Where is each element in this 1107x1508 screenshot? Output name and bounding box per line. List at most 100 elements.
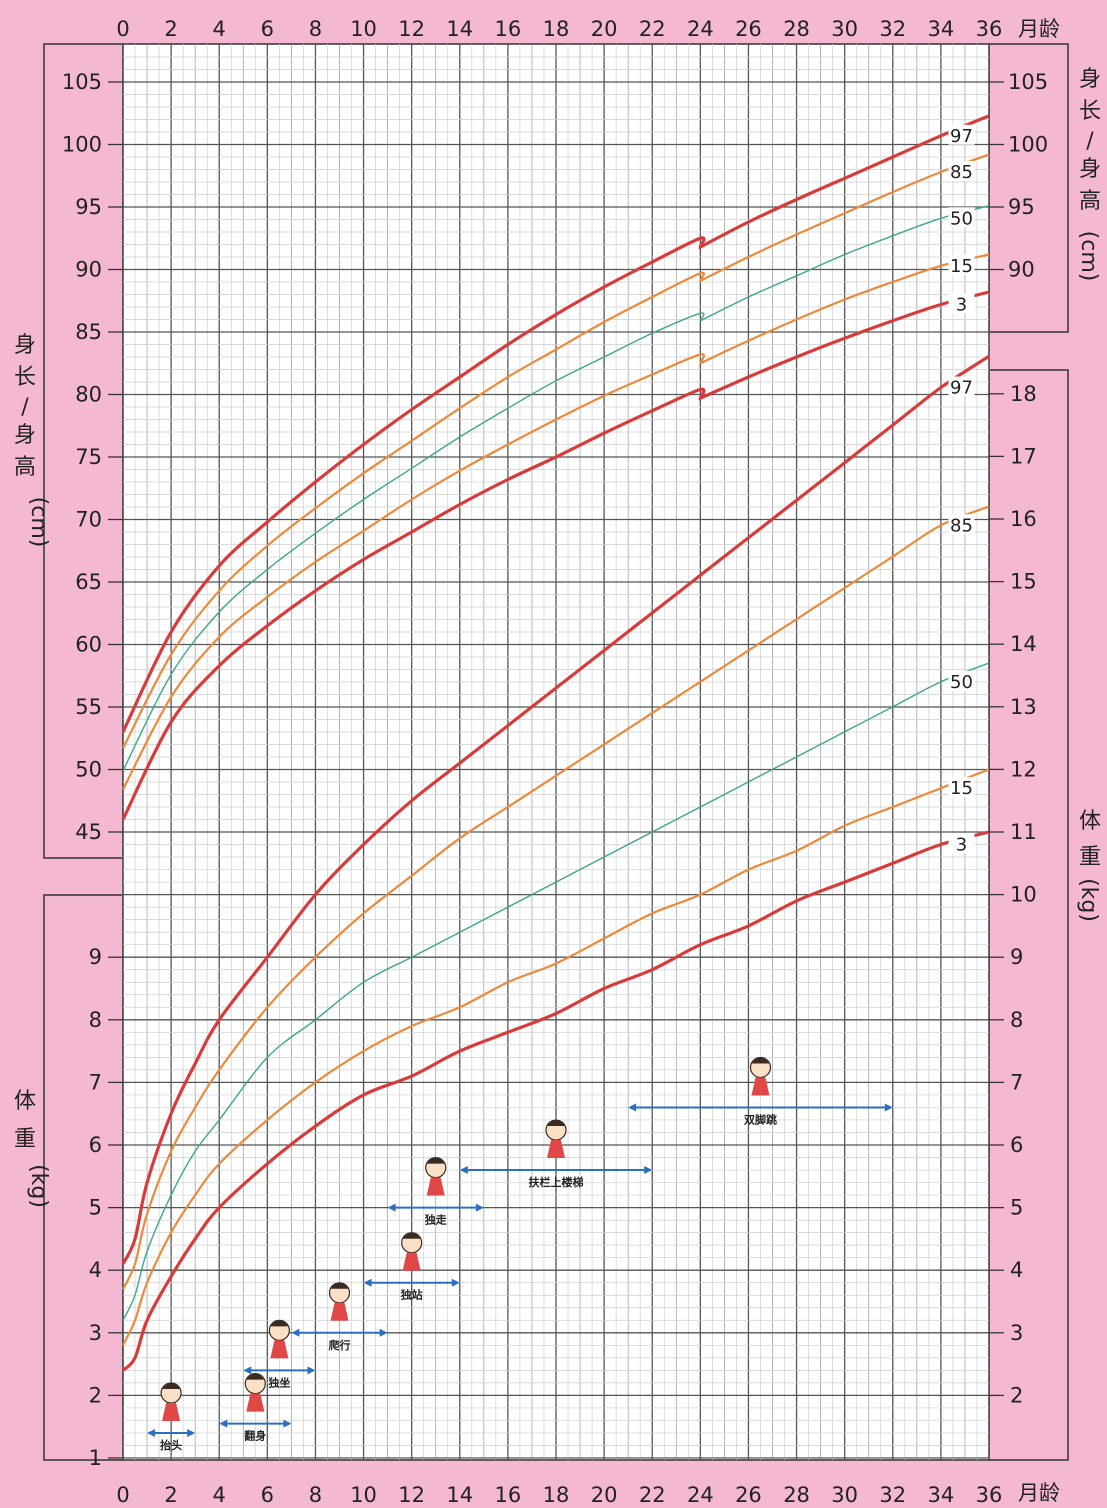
x-tick-label-top: 18 (543, 17, 570, 41)
weight-tick-label-left: 2 (89, 1383, 102, 1407)
grid (122, 44, 990, 1460)
weight-tick-label-right: 3 (1010, 1321, 1023, 1345)
length-tick-label-left: 70 (75, 508, 102, 532)
weight-tick-label-left: 3 (89, 1321, 102, 1345)
ylabel-char: 体 (1079, 809, 1101, 834)
x-tick-label-top: 36 (976, 17, 1003, 41)
x-tick-label-top: 4 (213, 17, 226, 41)
milestone-arrow-head-right (884, 1103, 893, 1112)
milestone-label: 独站 (400, 1288, 423, 1302)
length-tick-label-right: 100 (1008, 133, 1048, 157)
child-hair-icon (246, 1373, 265, 1380)
weight-tick-label-left: 7 (89, 1070, 102, 1094)
length-tick-label-right: 105 (1008, 70, 1048, 94)
weight-curve-p85 (122, 505, 990, 1290)
weight-percentile-label: 15 (950, 778, 973, 799)
x-tick-label-top: 12 (398, 17, 425, 41)
percentile-label-bg (948, 207, 975, 228)
x-unit-label-bottom: 月龄 (1018, 1481, 1060, 1505)
length-tick-label-right: 90 (1008, 258, 1035, 282)
weight-tick-label-right: 5 (1010, 1196, 1023, 1220)
length-tick-label-left: 105 (62, 70, 102, 94)
length-curve-p50 (122, 205, 990, 772)
percentile-label-bg (948, 670, 975, 691)
x-tick-label-top: 8 (309, 17, 322, 41)
weight-tick-label-left: 9 (89, 945, 102, 969)
x-tick-label-top: 32 (879, 17, 906, 41)
ylabel-char: 长 (14, 365, 36, 390)
x-tick-label-bottom: 34 (928, 1483, 955, 1507)
weight-tick-label-right: 10 (1010, 883, 1037, 907)
ylabel-char: / (1086, 129, 1094, 154)
child-body-icon (402, 1252, 421, 1271)
weight-curve-p15 (122, 768, 990, 1346)
child-hair-icon (751, 1057, 770, 1064)
length-percentile-label: 15 (950, 256, 973, 277)
milestones: 抬头 翻身 独坐 爬行 独站 独走 扶栏上楼梯 双脚跳 (147, 1056, 893, 1452)
ylabel-unit: (kg) (1076, 878, 1101, 922)
ticks: 0022446688101012121414161618182020222224… (62, 17, 1048, 1507)
child-hair-icon (426, 1157, 445, 1164)
milestone-arrow-head-right (379, 1328, 388, 1337)
ylabel-char: 重 (1079, 845, 1101, 870)
length-tick-label-left: 50 (75, 758, 102, 782)
length-curve-p85 (122, 153, 990, 749)
weight-tick-label-right: 2 (1010, 1383, 1023, 1407)
x-tick-label-bottom: 36 (976, 1483, 1003, 1507)
length-curve-p97 (121, 114, 990, 733)
child-hair-icon (162, 1382, 181, 1389)
x-tick-label-bottom: 30 (831, 1483, 858, 1507)
weight-tick-label-left: 8 (89, 1008, 102, 1032)
x-tick-label-top: 24 (687, 17, 714, 41)
milestone-label: 爬行 (329, 1338, 351, 1352)
length-curve-p15 (122, 253, 990, 791)
weight-tick-label-right: 11 (1010, 820, 1037, 844)
child-hair-icon (547, 1120, 565, 1127)
weight-percentile-label: 50 (950, 672, 973, 693)
x-tick-label-top: 16 (495, 17, 522, 41)
length-ylabel-right: 身 长 / 身 高 (cm) (1076, 67, 1101, 281)
child-hair-icon (270, 1320, 289, 1327)
percentile-label-bg (948, 254, 975, 275)
weight-percentile-label: 85 (950, 515, 973, 536)
weight-tick-label-right: 6 (1010, 1133, 1023, 1157)
x-tick-label-bottom: 24 (687, 1483, 714, 1507)
child-body-icon (246, 1393, 265, 1412)
x-tick-label-bottom: 26 (735, 1483, 762, 1507)
x-tick-label-top: 2 (164, 17, 177, 41)
child-hair-icon (402, 1232, 421, 1239)
milestone-arrow-head-left (291, 1328, 300, 1337)
x-tick-label-bottom: 0 (116, 1483, 129, 1507)
child-body-icon (270, 1340, 289, 1359)
weight-tick-label-right: 4 (1010, 1258, 1023, 1282)
milestone-label: 扶栏上楼梯 (529, 1175, 584, 1189)
milestone-arrow-head-right (451, 1278, 460, 1287)
weight-tick-label-right: 14 (1010, 632, 1037, 656)
x-tick-label-bottom: 18 (543, 1483, 570, 1507)
length-percentile-label: 50 (950, 208, 973, 229)
percentile-label-bg (948, 833, 975, 854)
ylabel-unit: (cm) (1076, 231, 1101, 282)
milestone-label: 独走 (424, 1213, 447, 1227)
percentile-label-bg (948, 161, 975, 181)
x-tick-label-top: 20 (591, 17, 618, 41)
length-percentile-label: 97 (950, 126, 973, 147)
weight-tick-label-left: 4 (89, 1258, 102, 1282)
milestone-arrow-head-right (644, 1166, 653, 1175)
milestone-arrow-head-left (363, 1278, 372, 1287)
length-ylabel-left: 身 长 / 身 高 (cm) (14, 333, 51, 547)
x-tick-label-bottom: 28 (783, 1483, 810, 1507)
weight-tick-label-left: 6 (89, 1133, 102, 1157)
x-tick-label-top: 6 (261, 17, 274, 41)
weight-curve-p50 (122, 662, 990, 1321)
weight-axis-panel-right (988, 369, 1069, 1461)
ylabel-char: 重 (14, 1127, 36, 1152)
x-unit-label-top: 月龄 (1018, 17, 1060, 41)
milestone-arrow-head-left (243, 1366, 252, 1375)
length-tick-label-right: 95 (1008, 195, 1035, 219)
milestone-label: 双脚跳 (744, 1112, 777, 1126)
milestone-arrow-head-right (283, 1419, 292, 1428)
weight-axis-panel-left (43, 894, 124, 1461)
weight-tick-label-right: 8 (1010, 1008, 1023, 1032)
weight-tick-label-right: 7 (1010, 1070, 1023, 1094)
